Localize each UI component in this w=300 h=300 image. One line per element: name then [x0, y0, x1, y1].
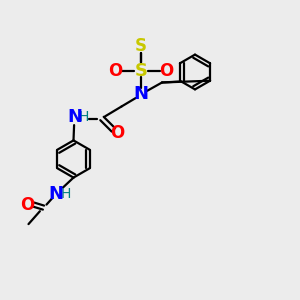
- Text: O: O: [110, 124, 124, 142]
- Text: O: O: [20, 196, 34, 214]
- Text: N: N: [49, 185, 64, 203]
- Text: O: O: [108, 61, 123, 80]
- Text: N: N: [134, 85, 148, 103]
- Text: H: H: [61, 187, 71, 201]
- Text: O: O: [159, 61, 174, 80]
- Text: S: S: [134, 61, 148, 80]
- Text: S: S: [135, 38, 147, 56]
- Text: H: H: [79, 110, 89, 124]
- Text: N: N: [68, 108, 82, 126]
